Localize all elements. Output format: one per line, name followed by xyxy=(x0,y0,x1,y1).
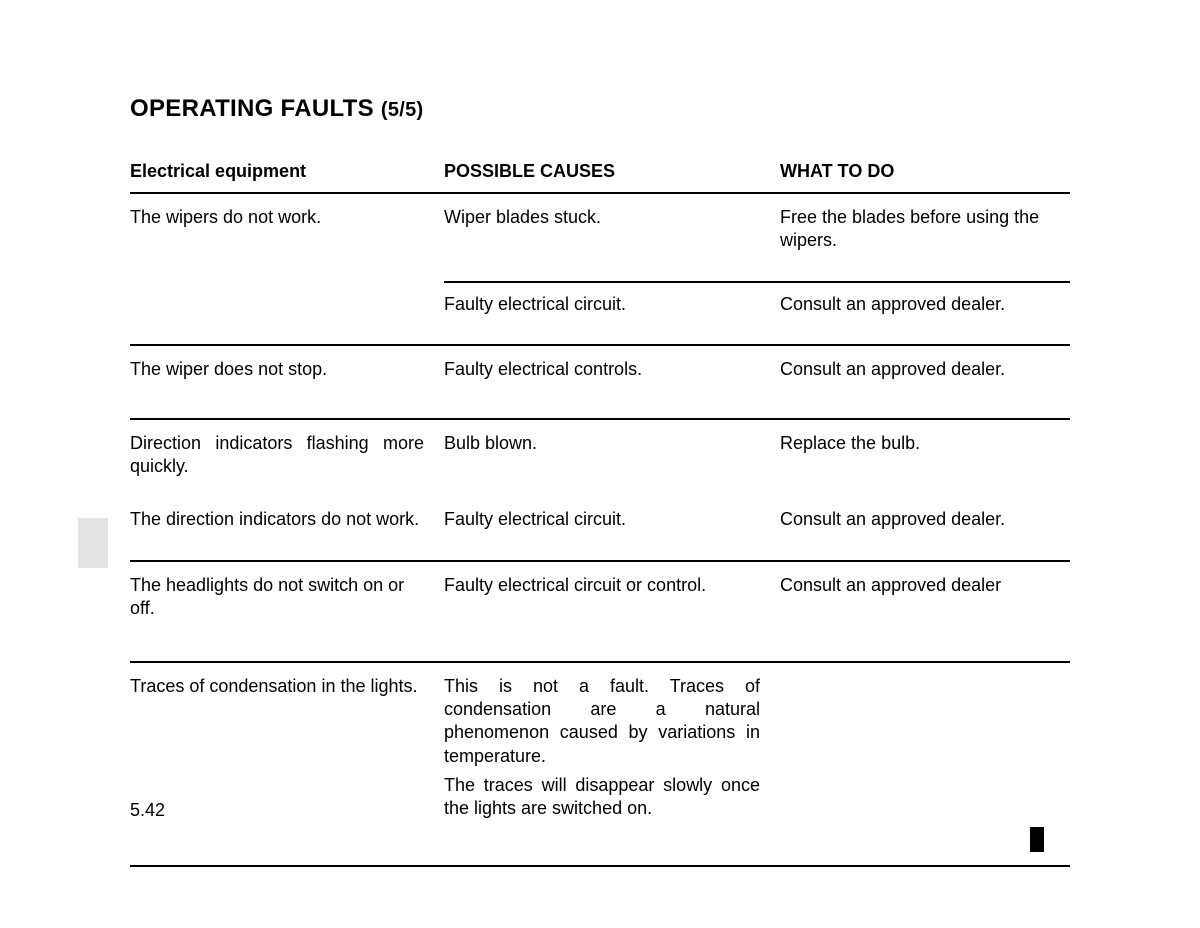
symptom-cell: The wiper does not stop. xyxy=(130,358,444,381)
action-cell: Free the blades before using the wipers. xyxy=(780,206,1070,253)
cause-paragraph: This is not a fault. Traces of condensat… xyxy=(444,675,760,769)
table-row: Faulty electrical circuit. Consult an ap… xyxy=(130,281,1070,346)
table-row: The headlights do not switch on or off. … xyxy=(130,562,1070,663)
symptom-cell: The direction indicators do not work. xyxy=(130,508,444,531)
action-cell xyxy=(780,675,1070,821)
side-tab-marker xyxy=(78,518,108,568)
symptom-cell: The wipers do not work. xyxy=(130,206,444,253)
document-page: OPERATING FAULTS (5/5) Electrical equipm… xyxy=(0,0,1200,867)
symptom-cell xyxy=(130,293,444,316)
table-header-row: Electrical equipment POSSIBLE CAUSES WHA… xyxy=(130,161,1070,194)
column-header-cause: POSSIBLE CAUSES xyxy=(444,161,780,182)
column-header-symptom: Electrical equipment xyxy=(130,161,444,182)
action-cell: Consult an approved dealer. xyxy=(780,358,1070,381)
faults-table: Electrical equipment POSSIBLE CAUSES WHA… xyxy=(130,161,1070,867)
page-number: 5.42 xyxy=(130,800,165,821)
action-cell: Replace the bulb. xyxy=(780,432,1070,479)
cause-cell: Faulty electrical controls. xyxy=(444,358,780,381)
cause-cell: Bulb blown. xyxy=(444,432,780,479)
table-row: The wipers do not work. Wiper blades stu… xyxy=(130,194,1070,281)
action-cell: Consult an approved dealer. xyxy=(780,508,1070,531)
table-row: Direction indicators flashing more quick… xyxy=(130,420,1070,497)
corner-marker xyxy=(1030,827,1044,852)
symptom-cell: Direction indicators flashing more quick… xyxy=(130,432,444,479)
cause-cell: Wiper blades stuck. xyxy=(444,206,780,253)
heading-main: OPERATING FAULTS xyxy=(130,95,374,122)
symptom-cell: Traces of condensation in the lights. xyxy=(130,675,444,821)
symptom-cell: The headlights do not switch on or off. xyxy=(130,574,444,621)
cause-cell: Faulty electrical circuit or control. xyxy=(444,574,780,621)
cause-cell: Faulty electrical circuit. xyxy=(444,293,780,316)
cause-paragraph: The traces will disappear slowly once th… xyxy=(444,774,760,821)
cause-cell: This is not a fault. Traces of condensat… xyxy=(444,675,780,821)
action-cell: Consult an approved dealer. xyxy=(780,293,1070,316)
action-cell: Consult an approved dealer xyxy=(780,574,1070,621)
page-heading: OPERATING FAULTS (5/5) xyxy=(130,95,1070,123)
table-row: The wiper does not stop. Faulty electric… xyxy=(130,346,1070,419)
table-row: Traces of condensation in the lights. Th… xyxy=(130,663,1070,867)
heading-sub: (5/5) xyxy=(381,99,424,121)
column-header-action: WHAT TO DO xyxy=(780,161,1070,182)
cause-cell: Faulty electrical circuit. xyxy=(444,508,780,531)
table-row: The direction indicators do not work. Fa… xyxy=(130,496,1070,561)
